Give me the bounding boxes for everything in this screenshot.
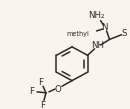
Text: O: O	[55, 85, 61, 94]
Text: N: N	[101, 23, 108, 32]
Text: F: F	[30, 87, 34, 96]
Text: NH₂: NH₂	[88, 10, 105, 20]
Text: F: F	[38, 78, 44, 87]
Text: methyl: methyl	[67, 31, 90, 37]
Text: F: F	[41, 100, 46, 109]
Text: NH: NH	[91, 41, 104, 50]
Text: S: S	[122, 29, 127, 38]
